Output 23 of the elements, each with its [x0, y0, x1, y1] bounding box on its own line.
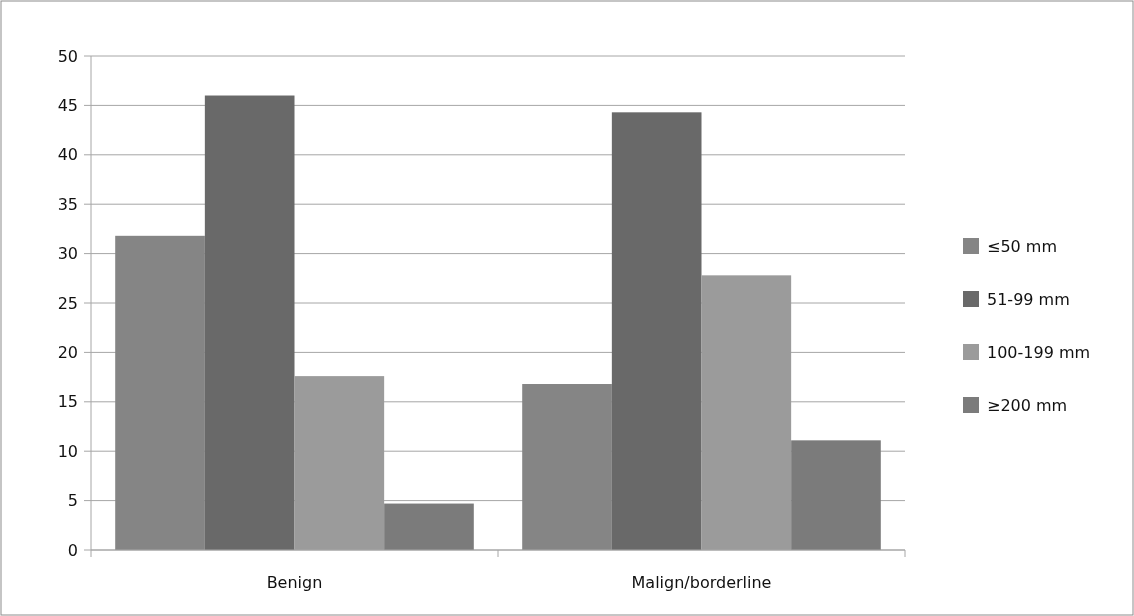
bar	[204, 95, 295, 550]
bar	[791, 440, 881, 550]
y-tick-label: 40	[57, 145, 78, 165]
bar	[384, 503, 474, 550]
x-tick-label: Malign/borderline	[631, 573, 772, 592]
y-tick-label: 45	[57, 96, 78, 115]
y-tick-label: 5	[67, 491, 78, 511]
y-tick-label: 20	[57, 343, 78, 362]
y-tick-label: 30	[57, 244, 78, 264]
y-tick-label: 15	[57, 392, 78, 412]
bar	[611, 112, 702, 550]
bar	[522, 384, 612, 550]
bar	[115, 235, 205, 550]
x-tick-label: Benign	[266, 573, 323, 592]
legend-label: ≤50 mm	[987, 236, 1058, 256]
y-tick-label: 0	[67, 540, 78, 560]
legend-label: 51-99 mm	[987, 289, 1070, 309]
y-tick-label: 50	[57, 46, 78, 66]
legend-label: ≥200 mm	[987, 395, 1068, 415]
y-tick-label: 10	[57, 441, 78, 461]
y-tick-label: 25	[57, 293, 78, 313]
y-tick-label: 35	[57, 194, 78, 214]
legend-label: 100-199 mm	[987, 342, 1091, 362]
